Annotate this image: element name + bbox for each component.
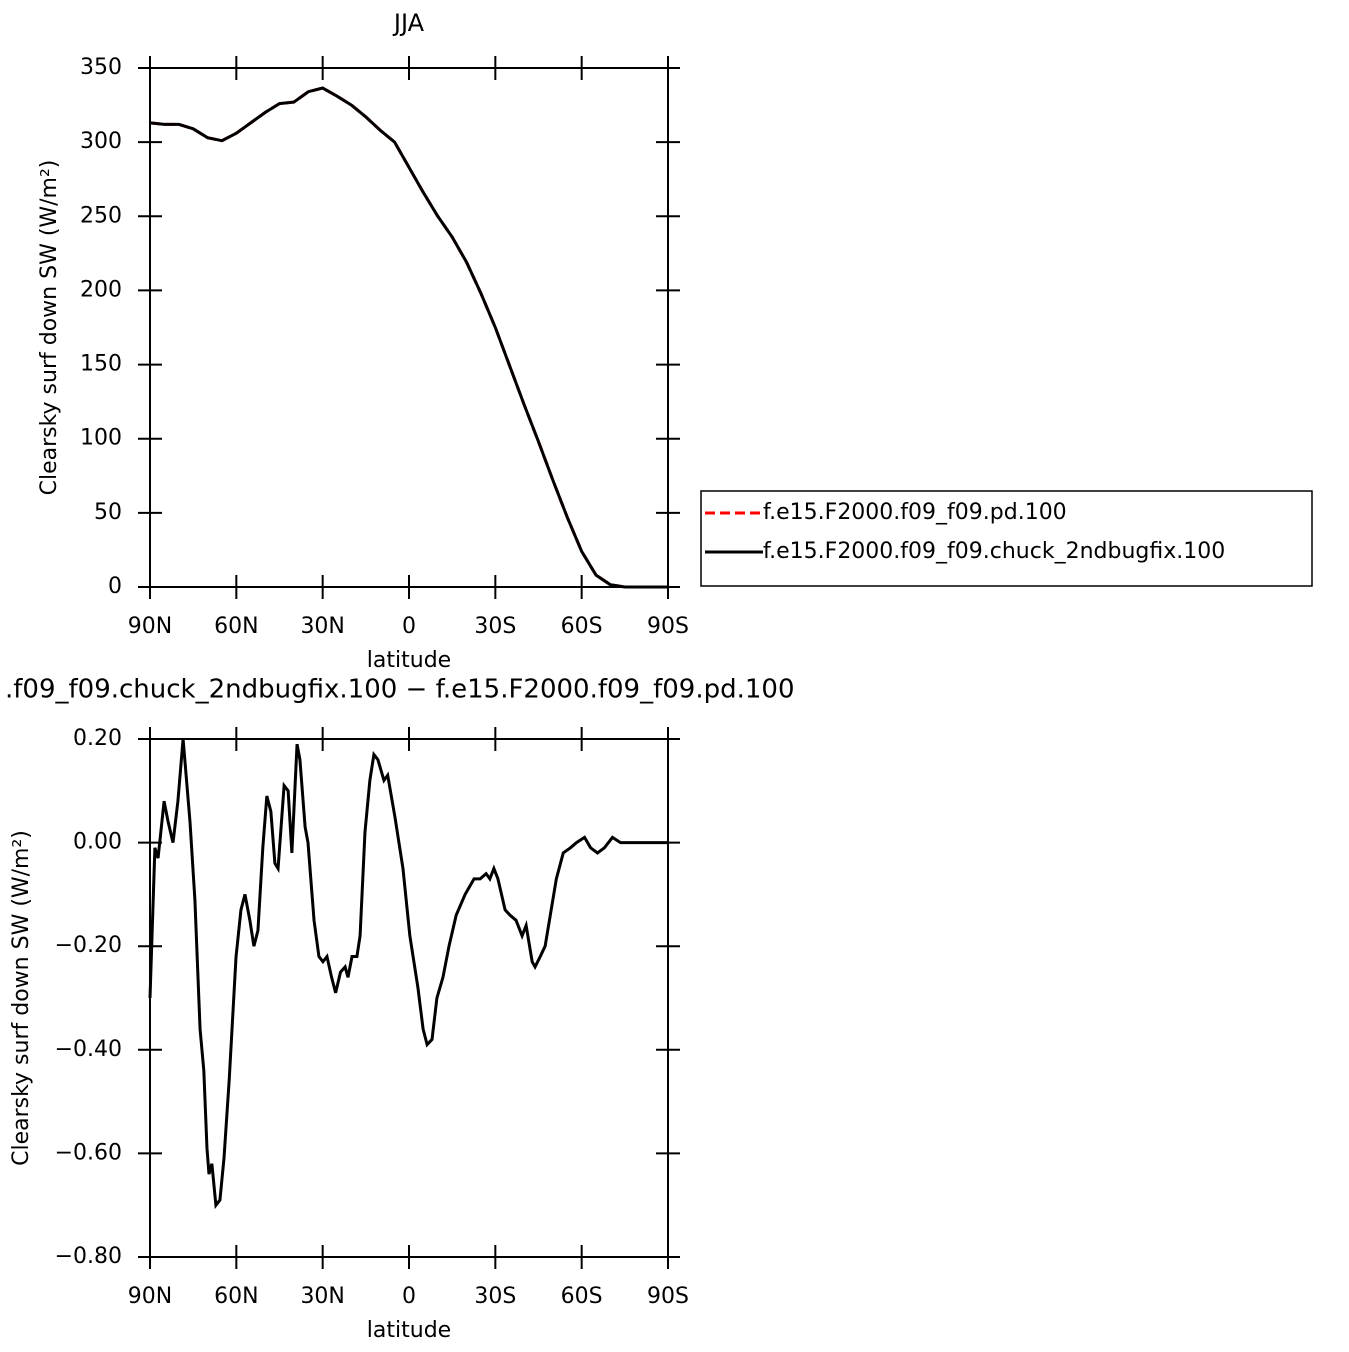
y-axis-label: Clearsky surf down SW (W/m²)	[9, 830, 34, 1166]
chart-title: JJA	[392, 9, 425, 37]
x-tick-label: 90N	[128, 1284, 172, 1309]
y-tick-label: 150	[80, 352, 122, 377]
x-tick-label: 30N	[300, 1284, 344, 1309]
legend-box	[700, 490, 1313, 587]
x-tick-label: 30N	[300, 614, 344, 639]
x-tick-label: 90S	[647, 614, 689, 639]
y-tick-label: 0	[108, 574, 122, 599]
x-axis-label: latitude	[367, 1318, 451, 1343]
data-line	[148, 738, 668, 1210]
x-tick-label: 60S	[561, 1284, 603, 1309]
data-line	[149, 86, 668, 589]
y-axis-label: Clearsky surf down SW (W/m²)	[37, 160, 62, 496]
y-tick-label: 50	[94, 500, 122, 525]
y-tick-label: 350	[80, 55, 122, 80]
data-line	[149, 86, 668, 589]
x-tick-label: 30S	[474, 614, 516, 639]
x-tick-label: 60N	[214, 1284, 258, 1309]
x-tick-label: 90S	[647, 1284, 689, 1309]
y-tick-label: 0.20	[73, 726, 122, 751]
y-tick-label: 200	[80, 277, 122, 302]
chart-title: .f09_f09.chuck_2ndbugfix.100 − f.e15.F20…	[5, 675, 794, 705]
y-tick-label: 250	[80, 203, 122, 228]
x-tick-label: 0	[402, 1284, 416, 1309]
y-tick-label: −0.80	[55, 1244, 122, 1269]
y-tick-label: −0.60	[55, 1140, 122, 1165]
y-tick-label: 0.00	[73, 830, 122, 855]
x-axis-label: latitude	[367, 648, 451, 673]
y-tick-label: −0.40	[55, 1037, 122, 1062]
y-tick-label: −0.20	[55, 933, 122, 958]
legend-label: f.e15.F2000.f09_f09.pd.100	[763, 500, 1067, 525]
legend-label: f.e15.F2000.f09_f09.chuck_2ndbugfix.100	[763, 539, 1225, 564]
y-tick-label: 100	[80, 426, 122, 451]
x-tick-label: 0	[402, 614, 416, 639]
plot-frame	[149, 738, 669, 1258]
x-tick-label: 60N	[214, 614, 258, 639]
x-tick-label: 60S	[561, 614, 603, 639]
x-tick-label: 30S	[474, 1284, 516, 1309]
x-tick-label: 90N	[128, 614, 172, 639]
plot-frame	[149, 67, 669, 588]
y-tick-label: 300	[80, 129, 122, 154]
